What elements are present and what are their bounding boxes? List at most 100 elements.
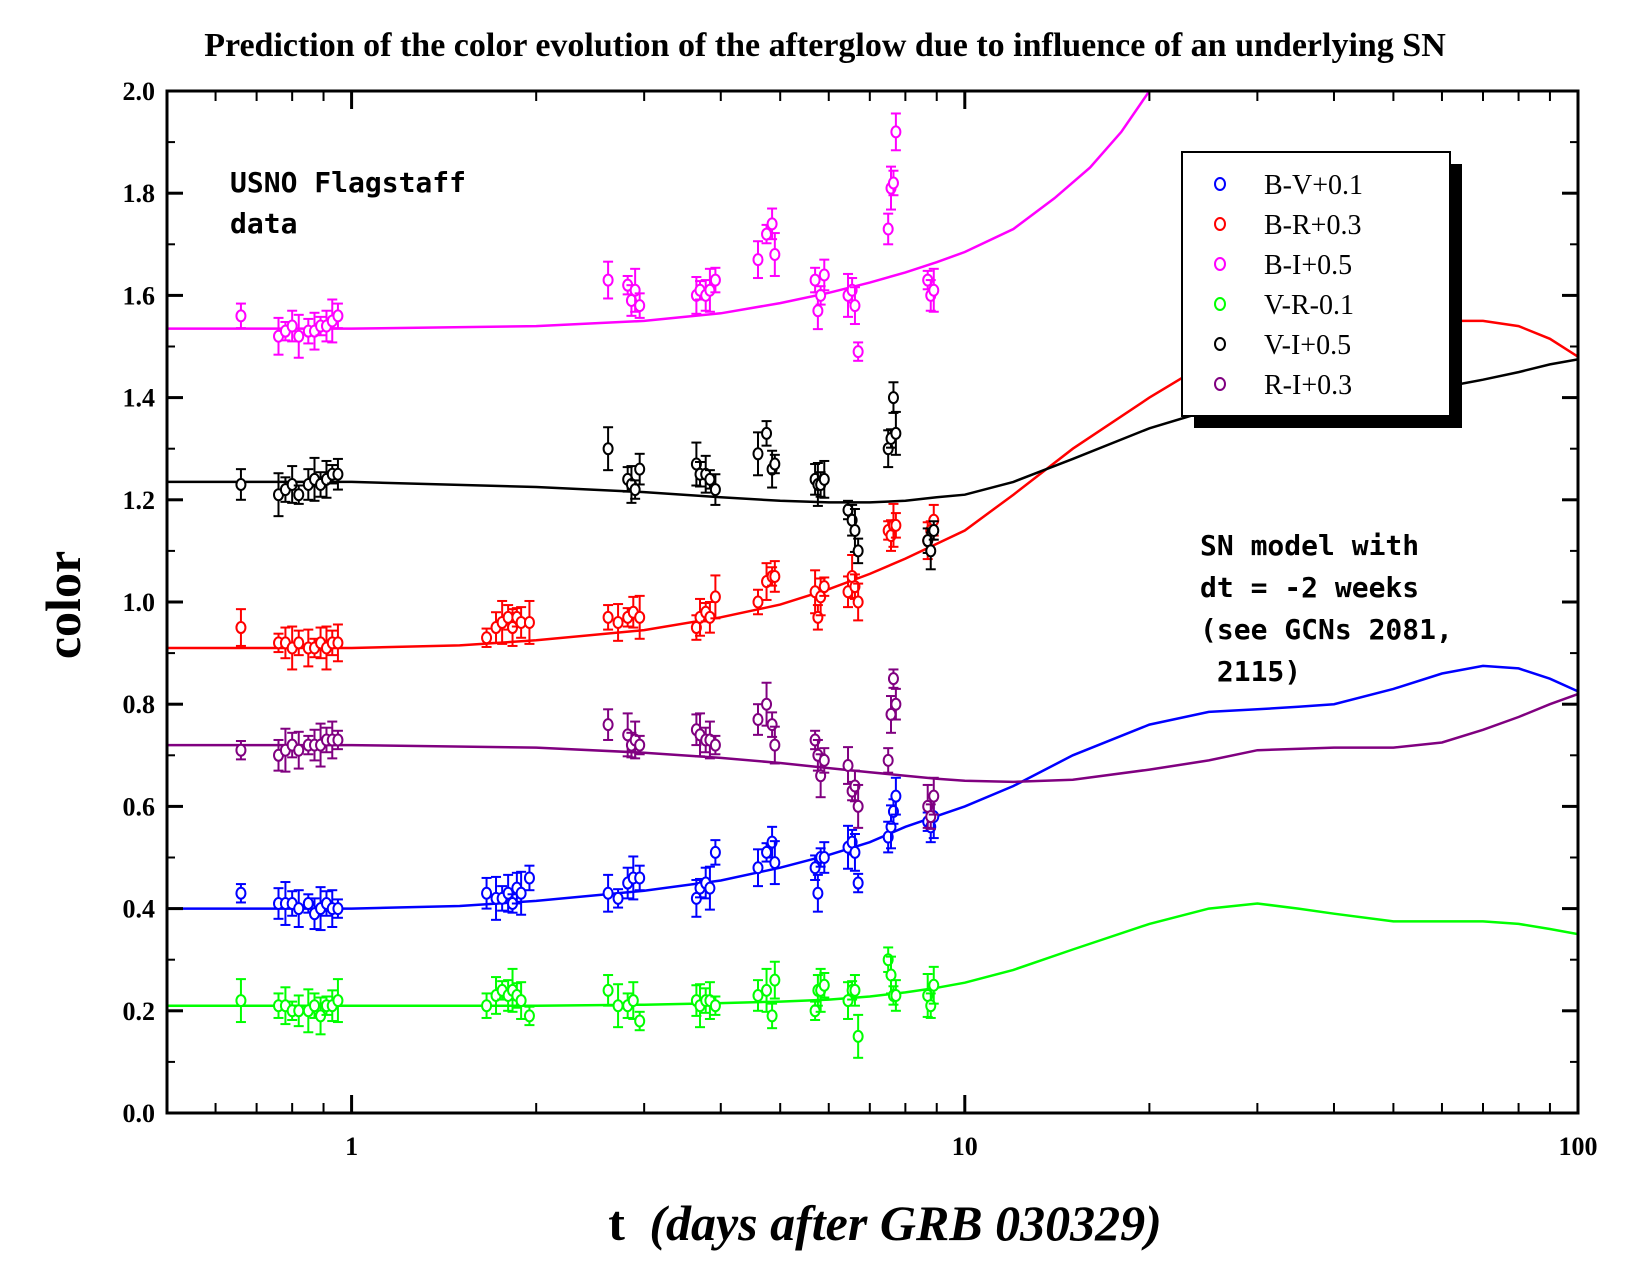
y-tick-label: 0.6 [123,792,156,821]
data-point [709,273,721,287]
data-point [818,851,830,864]
x-tick-label: 1 [345,1132,358,1161]
model-curve [167,692,1578,784]
data-point [235,886,247,900]
legend-label: B-V+0.1 [1264,170,1363,201]
x-tick-label: 100 [1559,1132,1598,1161]
data-point [293,488,305,502]
data-point [704,283,716,297]
model-annotation-line-2: dt = -2 weeks [1200,571,1419,604]
data-point [761,983,773,997]
legend-marker [1214,217,1226,231]
data-point [769,973,781,987]
data-point [293,329,305,343]
series-V-I+0.5 [167,358,1578,571]
data-point [704,610,716,624]
legend-marker [1214,377,1226,391]
data-point [885,968,897,982]
data-point [709,590,721,604]
x-tick-label: 10 [952,1132,978,1161]
legend-label: V-I+0.5 [1264,330,1351,361]
y-tick-label: 1.8 [123,179,156,208]
y-tick-label: 1.0 [123,588,156,617]
data-point [612,999,624,1013]
data-point [481,631,493,645]
data-point [709,845,721,859]
data-point [766,217,778,231]
data-point [235,309,247,323]
series-B-V+0.1 [167,664,1578,932]
y-tick-label: 1.2 [123,486,156,515]
data-point [842,994,854,1008]
data-point [602,886,614,900]
model-curve [167,664,1578,910]
model-annotation-line-3: (see GCNs 2081, [1200,613,1453,646]
data-point [852,345,864,359]
data-point [928,789,940,803]
data-point [818,753,830,767]
model-curve [167,91,1151,330]
model-annotation: SN model with dt = -2 weeks (see GCNs 20… [1200,529,1453,688]
y-tick-label: 0.0 [123,1099,156,1128]
data-point [761,845,773,859]
data-point [752,988,764,1002]
data-point [235,743,247,757]
data-point [852,595,864,609]
data-point [809,1004,821,1018]
data-point [481,999,493,1013]
data-point [809,861,821,875]
legend-label: B-R+0.3 [1264,210,1361,241]
data-point [332,902,344,916]
data-point [752,861,764,875]
data-point [709,738,721,752]
series-R-I+0.3 [167,668,1578,830]
data-point [332,636,344,650]
data-point [286,319,298,333]
data-point [634,738,646,752]
data-point [704,881,716,895]
data-point [515,994,527,1008]
data-point [769,457,781,471]
data-point [769,856,781,870]
series-B-I+0.5 [167,91,1151,362]
data-point [852,544,864,558]
data-point [769,248,781,262]
data-point [890,988,902,1002]
legend-marker [1214,257,1226,271]
data-point [302,896,314,910]
data-point [602,718,614,732]
data-point [766,1009,778,1023]
data-point [882,222,894,236]
data-point [612,615,624,629]
data-point [634,1014,646,1028]
data-point [852,876,864,890]
y-tick-label: 1.6 [123,281,156,310]
data-point [925,544,937,558]
data-point [602,442,614,456]
data-point [629,483,641,497]
data-point [885,707,897,721]
data-point [602,273,614,287]
data-point [523,615,535,629]
data-point [332,733,344,747]
data-point [502,610,514,624]
data-point [752,253,764,267]
legend-label: V-R-0.1 [1264,290,1354,321]
data-point [849,523,861,537]
data-point [332,309,344,323]
x-axis-label: t (days after GRB 030329) [608,1195,1162,1251]
data-point [704,472,716,486]
model-annotation-line-1: SN model with [1200,529,1419,562]
data-point [332,467,344,481]
data-point [293,902,305,916]
source-annotation: USNO Flagstaff data [230,166,466,240]
data-point [769,569,781,583]
data-point [612,891,624,905]
data-point [293,1004,305,1018]
data-point [887,391,899,405]
data-point [235,621,247,635]
data-point [842,759,854,773]
data-point [602,610,614,624]
data-point [235,477,247,491]
y-tick-label: 0.2 [123,997,156,1026]
